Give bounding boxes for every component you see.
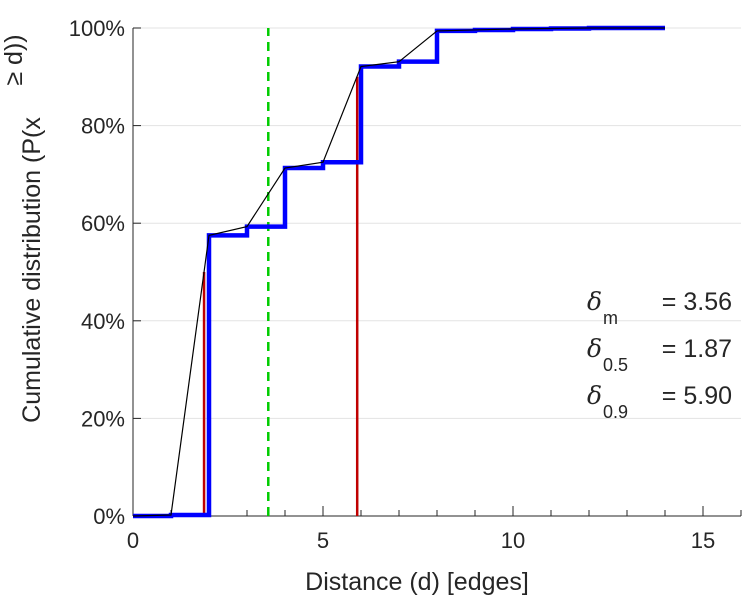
annotation-value: = 3.56 [662, 288, 732, 316]
y-axis-label: Cumulative distribution (P(x [18, 117, 46, 423]
annotation-symbol: δ [587, 334, 602, 363]
x-tick-label-15: 15 [691, 528, 715, 553]
annotation-2: δ0.9 = 5.90 [587, 381, 732, 422]
x-tick-label-0: 0 [127, 528, 139, 553]
x-axis-label: Distance (d) [edges] [305, 568, 529, 596]
y-axis-label-continued: ≥ d)) [0, 34, 28, 85]
annotation-symbol: δ [587, 381, 602, 410]
annotation-value: = 1.87 [662, 335, 732, 363]
annotation-1: δ0.5 = 1.87 [587, 334, 732, 375]
step-series [133, 25, 665, 519]
y-tick-label-20: 20% [81, 406, 125, 431]
annotation-subscript: m [603, 308, 618, 328]
annotation-value: = 5.90 [662, 382, 732, 410]
annotation-symbol: δ [587, 287, 602, 316]
annotation-0: δm = 3.56 [587, 287, 732, 328]
series-layer [132, 25, 665, 519]
axes [132, 27, 742, 517]
y-tick-label-60: 60% [81, 211, 125, 236]
x-tick-label-10: 10 [501, 528, 525, 553]
tick-labels: 0 5 10 15 0% 20% 40% 60% 80% 100% [69, 16, 716, 553]
y-tick-label-40: 40% [81, 309, 125, 334]
annotation-subscript: 0.5 [603, 355, 628, 375]
gridlines [133, 27, 741, 419]
y-tick-label-100: 100% [69, 16, 125, 41]
annotation-subscript: 0.9 [603, 402, 628, 422]
y-tick-label-0: 0% [93, 504, 125, 529]
y-tick-label-80: 80% [81, 114, 125, 139]
interpolated-series [132, 27, 665, 517]
x-tick-label-5: 5 [317, 528, 329, 553]
